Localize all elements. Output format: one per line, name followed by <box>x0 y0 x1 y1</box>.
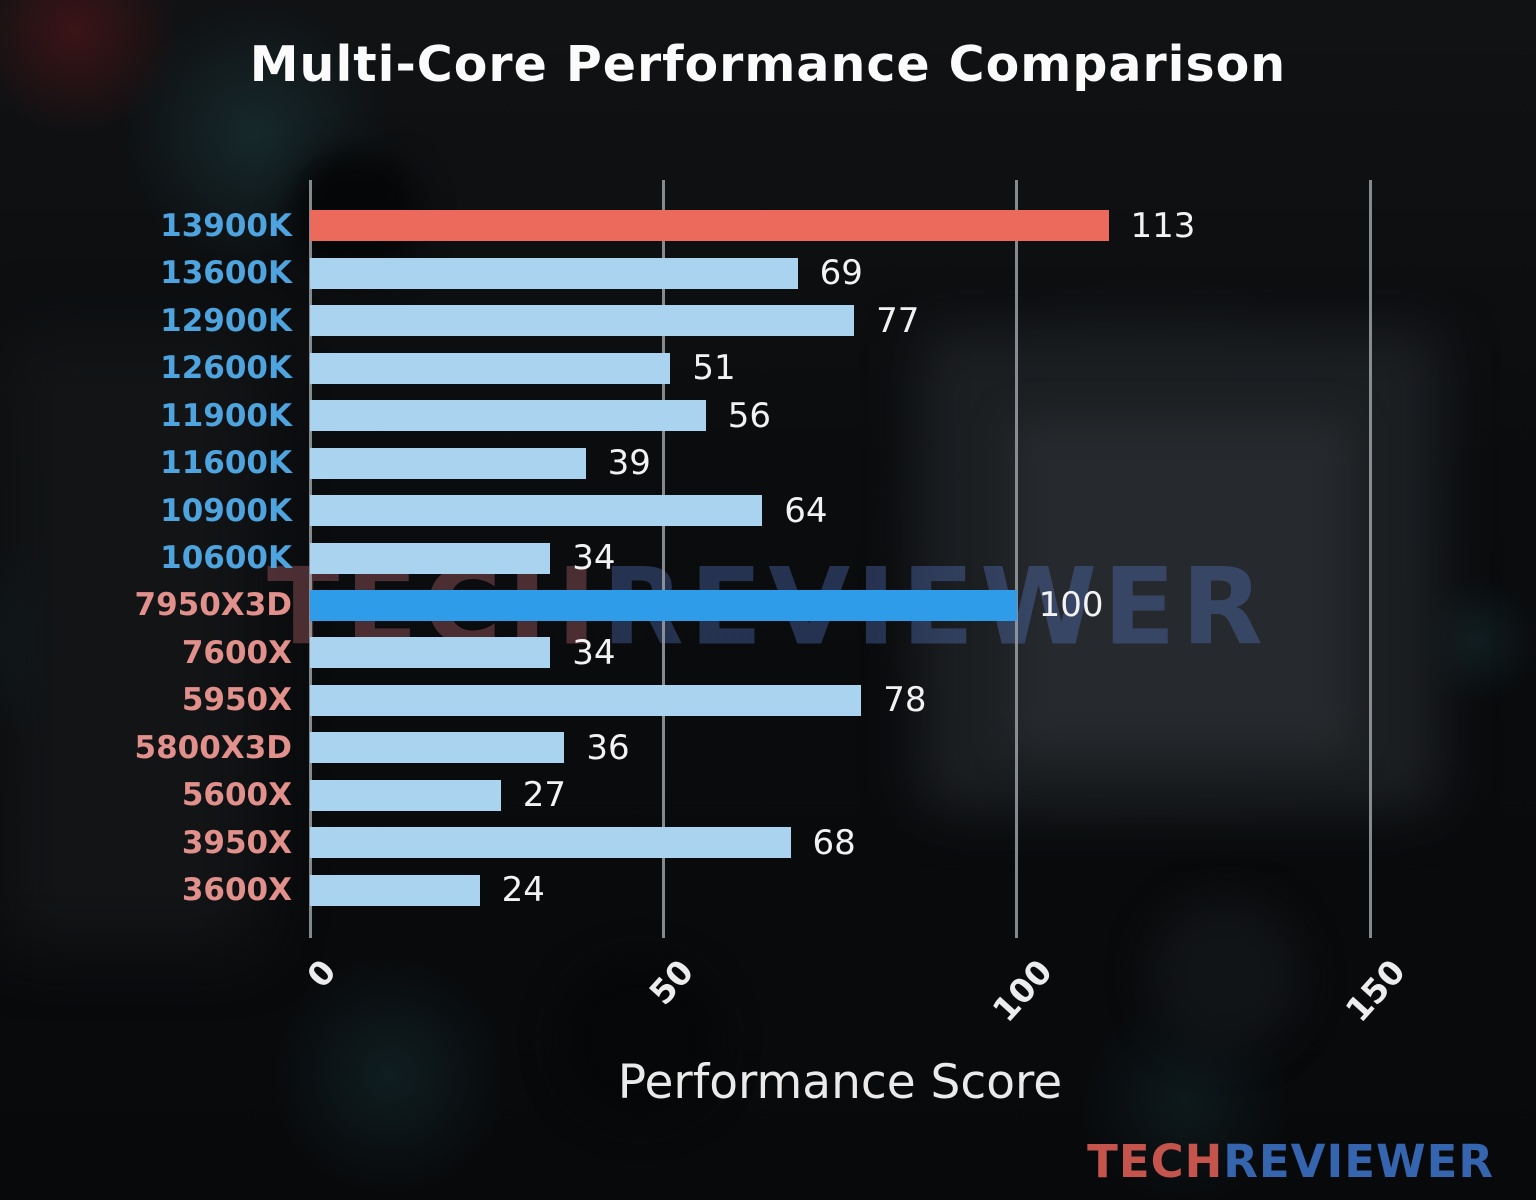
value-label: 24 <box>501 870 545 911</box>
bar <box>310 542 551 574</box>
bar <box>310 447 586 479</box>
bar <box>310 874 480 906</box>
category-label: 10900K <box>160 492 292 529</box>
gridline <box>661 180 665 938</box>
category-label: 12900K <box>160 302 292 339</box>
techreviewer-logo: TECHREVIEWER <box>1087 1135 1494 1188</box>
bar <box>310 732 565 764</box>
bar-row: 3950X 68 <box>182 819 1370 866</box>
x-axis-title: Performance Score <box>617 1055 1063 1110</box>
background-blur-shape <box>1150 900 1300 1050</box>
value-label: 113 <box>1130 205 1196 246</box>
category-label: 10600K <box>160 540 292 577</box>
value-label: 78 <box>883 680 927 721</box>
value-label: 100 <box>1038 585 1104 626</box>
category-label: 5800X3D <box>134 729 292 766</box>
bar <box>310 495 763 527</box>
category-label: 11900K <box>160 397 292 434</box>
bar-row: 13600K 69 <box>160 249 1370 296</box>
category-label: 5950X <box>181 682 292 719</box>
background-blur-shape <box>560 960 720 1120</box>
bar <box>310 827 791 859</box>
background-cpu-chip <box>1010 420 1350 750</box>
category-label: 3950X <box>181 824 292 861</box>
bar-row: 5600X 27 <box>182 772 1370 819</box>
background-blur-shape <box>0 330 260 950</box>
category-label: 12600K <box>160 350 292 387</box>
value-label: 64 <box>784 490 828 531</box>
bar-row: 7600X 34 <box>182 629 1370 676</box>
value-label: 34 <box>572 632 616 673</box>
bar-row: 11900K 56 <box>160 392 1370 439</box>
value-label: 69 <box>819 253 863 294</box>
bar-row: 10900K 64 <box>160 487 1370 534</box>
value-label: 27 <box>522 775 567 816</box>
value-label: 36 <box>586 727 630 768</box>
bar <box>310 637 551 669</box>
gridline <box>1015 180 1019 938</box>
logo-tech: TECH <box>1087 1135 1224 1188</box>
value-label: 51 <box>692 348 736 389</box>
category-label: 3600X <box>181 872 292 909</box>
bar <box>310 684 862 716</box>
x-tick-label: 150 <box>1337 952 1413 1030</box>
value-label: 39 <box>607 443 651 484</box>
bar-row: 5950X 78 <box>182 677 1370 724</box>
bar <box>310 779 501 811</box>
value-label: 77 <box>876 300 920 341</box>
bar-row: 3600X 24 <box>182 867 1370 914</box>
x-axis-ticks: 0 50 100 150 <box>299 938 1413 1048</box>
category-label: 7600X <box>181 634 292 671</box>
category-label: 13900K <box>160 207 292 244</box>
bar <box>310 305 855 337</box>
bar <box>310 257 798 289</box>
x-tick-label: 100 <box>984 952 1060 1030</box>
value-label: 56 <box>727 395 771 436</box>
category-label: 11600K <box>160 445 292 482</box>
bar-row: 12600K 51 <box>160 344 1370 391</box>
logo-reviewer: REVIEWER <box>1223 1135 1494 1188</box>
bar-row: 12900K 77 <box>160 297 1370 344</box>
bar <box>310 589 1017 621</box>
value-label: 68 <box>812 822 856 863</box>
bar-row: 11600K 39 <box>160 439 1370 486</box>
bar <box>310 210 1109 242</box>
x-tick-label: 50 <box>641 952 702 1013</box>
bar-row: 7950X3D 100 <box>135 582 1370 629</box>
bar <box>310 400 706 432</box>
chart-title: Multi-Core Performance Comparison <box>249 36 1287 93</box>
bar-row: 10600K 34 <box>160 534 1370 581</box>
x-tick-label: 0 <box>299 952 344 996</box>
bar <box>310 352 671 384</box>
value-label: 34 <box>572 538 616 579</box>
category-label: 7950X3D <box>134 587 292 624</box>
category-label: 13600K <box>160 255 292 292</box>
gridline <box>1368 180 1372 938</box>
bar-row: 13900K 113 <box>160 202 1370 249</box>
plot-area: 13900K 113 13600K 69 12900K 77 12600K 51 11900K 5… <box>135 180 1372 938</box>
bar-row: 5800X3D 36 <box>135 724 1370 771</box>
bar-rows: 13900K 113 13600K 69 12900K 77 12600K 51 11900K 5… <box>135 202 1370 914</box>
category-label: 5600X <box>181 777 292 814</box>
